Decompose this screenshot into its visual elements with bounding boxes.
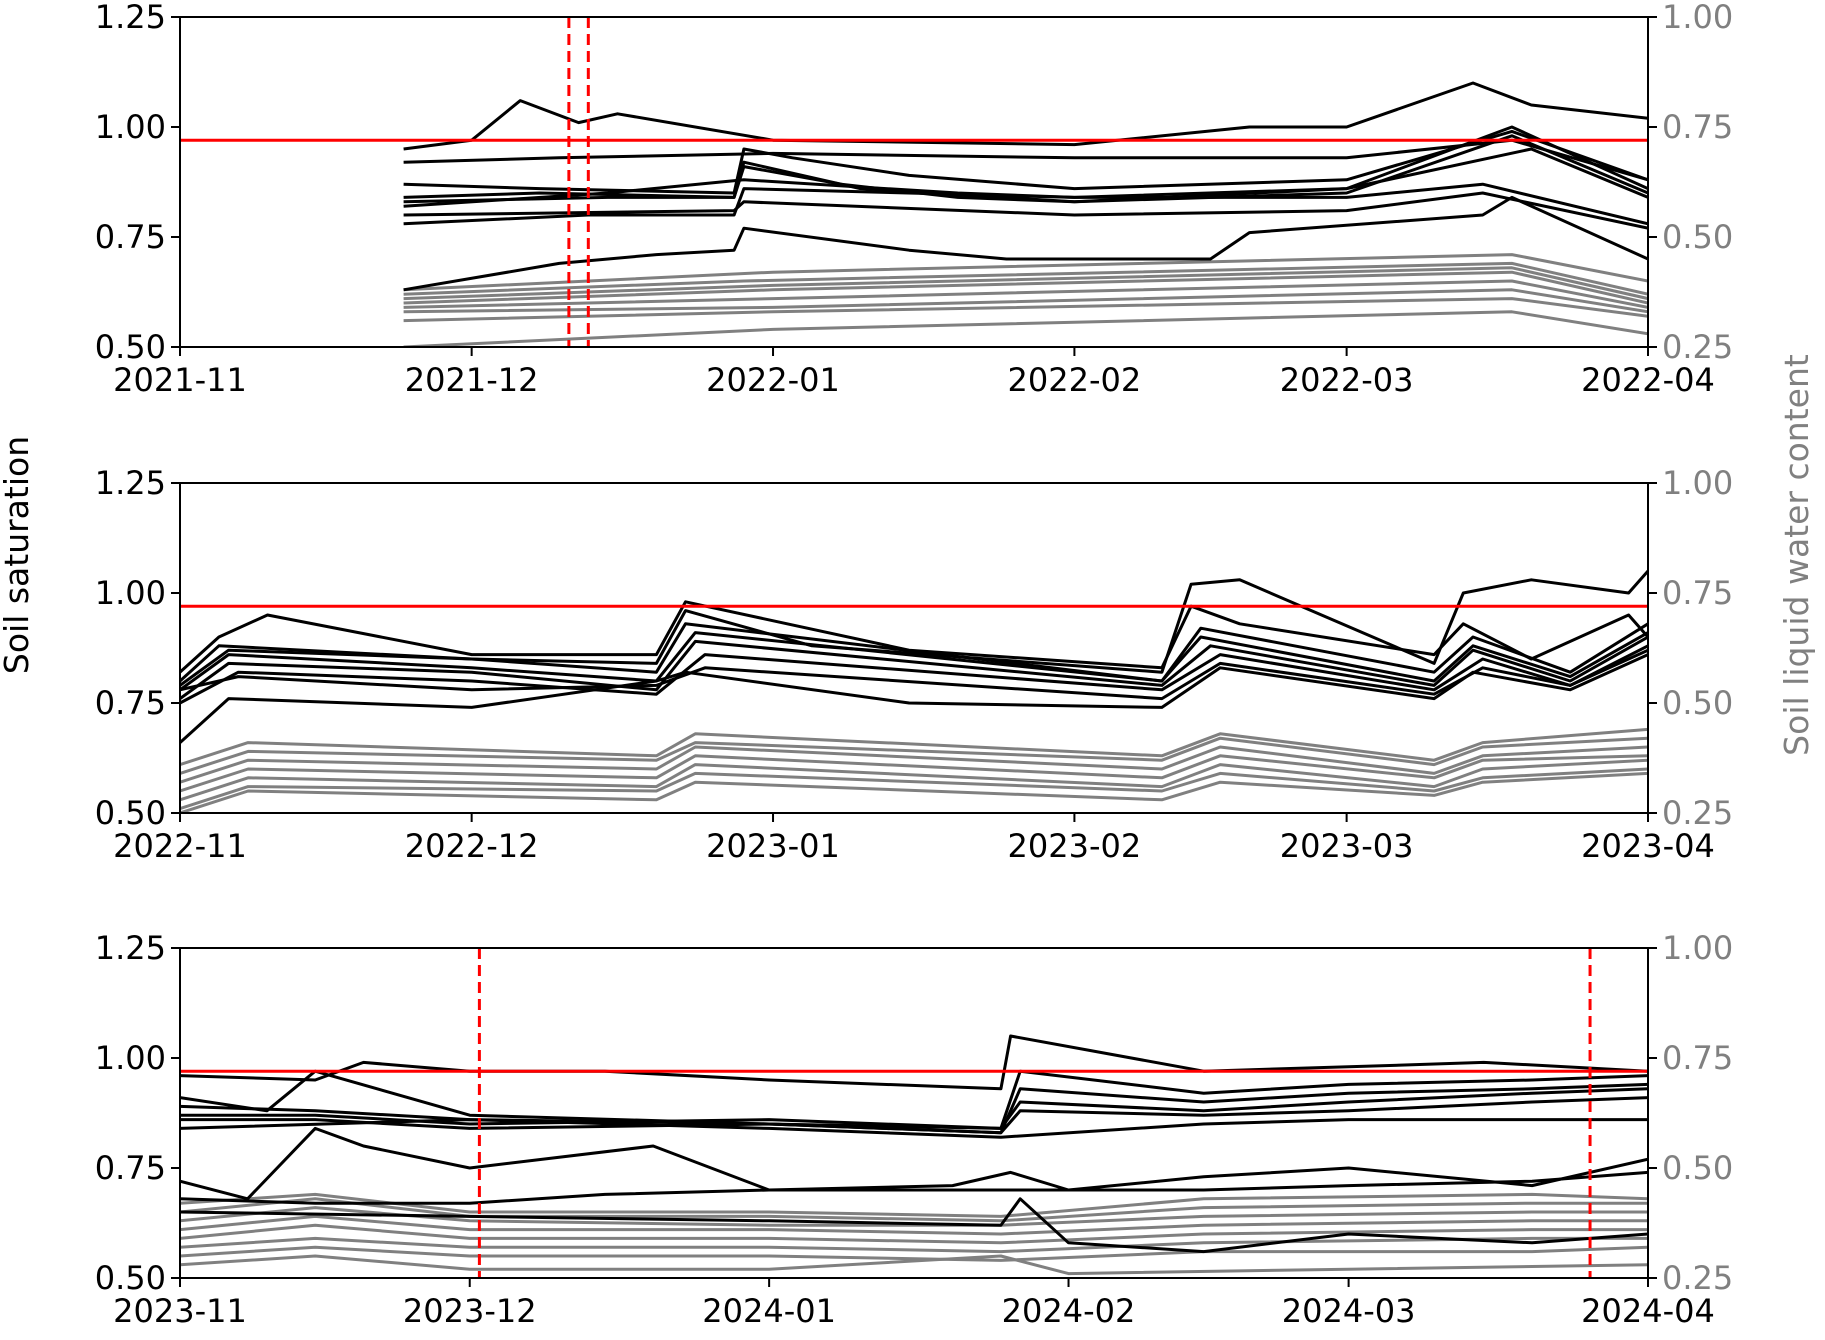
plot-area bbox=[180, 948, 1648, 1278]
water-content-line-5 bbox=[180, 758, 1648, 802]
saturation-line-5 bbox=[180, 1096, 1648, 1135]
right-tick-label: 0.25 bbox=[1662, 328, 1733, 366]
right-tick-label: 0.25 bbox=[1662, 1259, 1733, 1297]
left-tick-label: 1.25 bbox=[95, 464, 166, 502]
water-content-line-3 bbox=[180, 1206, 1648, 1227]
water-content-line-2 bbox=[403, 261, 1648, 296]
axes-frame bbox=[179, 947, 1649, 1279]
water-content-line-6 bbox=[180, 767, 1648, 811]
left-tick-label: 0.75 bbox=[95, 1149, 166, 1187]
panel-1: 0.50 0.75 1.00 1.25 0.25 0.50 0.75 1.00 2021-11 2… bbox=[95, 0, 1734, 399]
left-tick-label: 0.50 bbox=[95, 794, 166, 832]
water-content-line-1 bbox=[180, 1192, 1648, 1218]
x-tick-label: 2024-01 bbox=[702, 1292, 836, 1330]
x-tick-label: 2023-12 bbox=[403, 1292, 537, 1330]
right-tick-label: 0.75 bbox=[1662, 108, 1733, 146]
right-tick-label: 0.75 bbox=[1662, 1039, 1733, 1077]
right-tick-label: 1.00 bbox=[1662, 464, 1733, 502]
panels: 0.50 0.75 1.00 1.25 0.25 0.50 0.75 1.00 2021-11 2… bbox=[95, 0, 1734, 1330]
water-content-line-1 bbox=[180, 727, 1648, 767]
water-content-line-8 bbox=[403, 310, 1648, 347]
water-content-line-7 bbox=[180, 1245, 1648, 1262]
left-tick-label: 0.75 bbox=[95, 218, 166, 256]
saturation-line-6 bbox=[180, 644, 1648, 705]
saturation-line-5 bbox=[180, 635, 1648, 700]
water-content-line-7 bbox=[180, 771, 1648, 813]
x-tick-label: 2022-03 bbox=[1280, 361, 1414, 399]
water-content-line-8 bbox=[180, 1254, 1648, 1276]
left-tick-label: 1.00 bbox=[95, 108, 166, 146]
left-tick-label: 0.50 bbox=[95, 1259, 166, 1297]
water-content-line-5 bbox=[180, 1223, 1648, 1245]
panel-2: 0.50 0.75 1.00 1.25 0.25 0.50 0.75 1.00 2022-11 2… bbox=[95, 464, 1734, 865]
right-tick-label: 1.00 bbox=[1662, 0, 1733, 36]
x-tick-label: 2024-04 bbox=[1581, 1292, 1715, 1330]
x-tick-label: 2023-01 bbox=[706, 827, 840, 865]
axes-frame bbox=[179, 482, 1649, 814]
left-tick-label: 0.75 bbox=[95, 684, 166, 722]
water-content-line-2 bbox=[180, 736, 1648, 775]
saturation-line-8 bbox=[180, 1170, 1648, 1205]
x-tick-label: 2024-03 bbox=[1282, 1292, 1416, 1330]
left-tick-label: 1.00 bbox=[95, 1039, 166, 1077]
left-tick-label: 1.25 bbox=[95, 0, 166, 36]
saturation-line-4 bbox=[180, 1087, 1648, 1130]
x-tick-label: 2023-11 bbox=[113, 1292, 247, 1330]
x-tick-label: 2021-12 bbox=[405, 361, 539, 399]
left-axis-label: Soil saturation bbox=[0, 436, 36, 674]
x-tick-label: 2022-12 bbox=[405, 827, 539, 865]
left-tick-label: 0.50 bbox=[95, 328, 166, 366]
x-tick-label: 2023-03 bbox=[1280, 827, 1414, 865]
saturation-line-8 bbox=[403, 191, 1648, 230]
x-tick-label: 2022-11 bbox=[113, 827, 247, 865]
right-tick-label: 0.75 bbox=[1662, 574, 1733, 612]
saturation-line-9 bbox=[180, 1197, 1648, 1254]
plot-area bbox=[180, 17, 1648, 347]
axes-frame bbox=[179, 16, 1649, 348]
x-tick-label: 2024-02 bbox=[1002, 1292, 1136, 1330]
left-tick-label: 1.00 bbox=[95, 574, 166, 612]
x-tick-label: 2023-04 bbox=[1581, 827, 1715, 865]
saturation-line-1 bbox=[180, 1034, 1648, 1091]
plot-area bbox=[180, 570, 1648, 813]
x-tick-label: 2022-04 bbox=[1581, 361, 1715, 399]
saturation-line-8 bbox=[180, 653, 1648, 744]
saturation-line-4 bbox=[180, 631, 1648, 692]
right-tick-label: 0.50 bbox=[1662, 684, 1733, 722]
water-content-line-3 bbox=[180, 745, 1648, 784]
saturation-line-7 bbox=[403, 182, 1648, 226]
saturation-line-3 bbox=[180, 1082, 1648, 1135]
x-tick-label: 2022-02 bbox=[1008, 361, 1142, 399]
water-content-line-4 bbox=[180, 754, 1648, 793]
right-tick-label: 0.25 bbox=[1662, 794, 1733, 832]
water-content-line-5 bbox=[403, 279, 1648, 309]
panel-3: 0.50 0.75 1.00 1.25 0.25 0.50 0.75 1.00 2023-11 2… bbox=[95, 929, 1734, 1330]
water-content-line-4 bbox=[180, 1214, 1648, 1236]
saturation-line-7 bbox=[180, 1126, 1648, 1201]
x-tick-label: 2022-01 bbox=[706, 361, 840, 399]
x-tick-label: 2023-02 bbox=[1008, 827, 1142, 865]
left-tick-label: 1.25 bbox=[95, 929, 166, 967]
saturation-line-1 bbox=[403, 81, 1648, 151]
right-tick-label: 0.50 bbox=[1662, 218, 1733, 256]
x-tick-label: 2021-11 bbox=[113, 361, 247, 399]
saturation-line-7 bbox=[180, 648, 1648, 701]
saturation-line-6 bbox=[180, 1118, 1648, 1139]
right-tick-label: 1.00 bbox=[1662, 929, 1733, 967]
saturation-line-9 bbox=[403, 195, 1648, 292]
right-tick-label: 0.50 bbox=[1662, 1149, 1733, 1187]
right-axis-label: Soil liquid water content bbox=[1777, 354, 1816, 756]
